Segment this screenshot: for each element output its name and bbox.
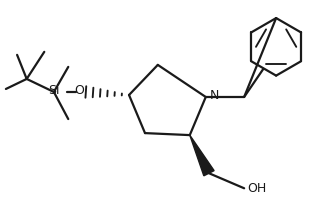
Text: OH: OH (247, 182, 266, 195)
Text: Si: Si (48, 84, 60, 98)
Polygon shape (190, 135, 214, 176)
Text: N: N (210, 88, 219, 101)
Text: O: O (74, 84, 84, 98)
